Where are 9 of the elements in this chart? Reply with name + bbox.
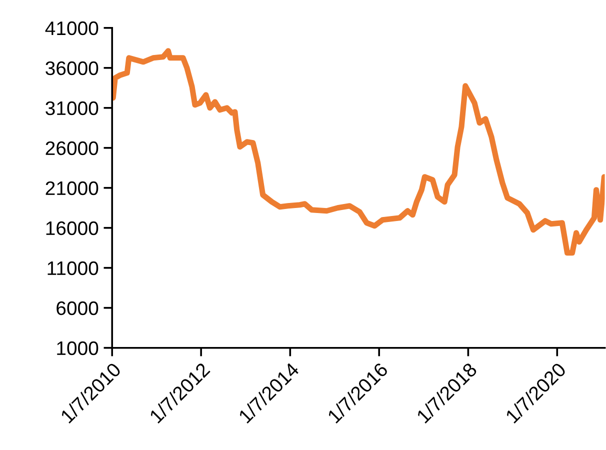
y-tick-label: 41000 [45,21,98,36]
y-tick-label: 16000 [46,221,98,236]
y-tick-label: 36000 [46,61,98,76]
y-tick-label: 1000 [57,341,98,356]
y-tick-label: 31000 [46,101,98,116]
y-tick-label: 11000 [48,261,98,276]
y-tick-label: 6000 [56,301,98,316]
y-tick-label: 21000 [46,181,98,196]
y-tick-label: 26000 [46,141,98,156]
